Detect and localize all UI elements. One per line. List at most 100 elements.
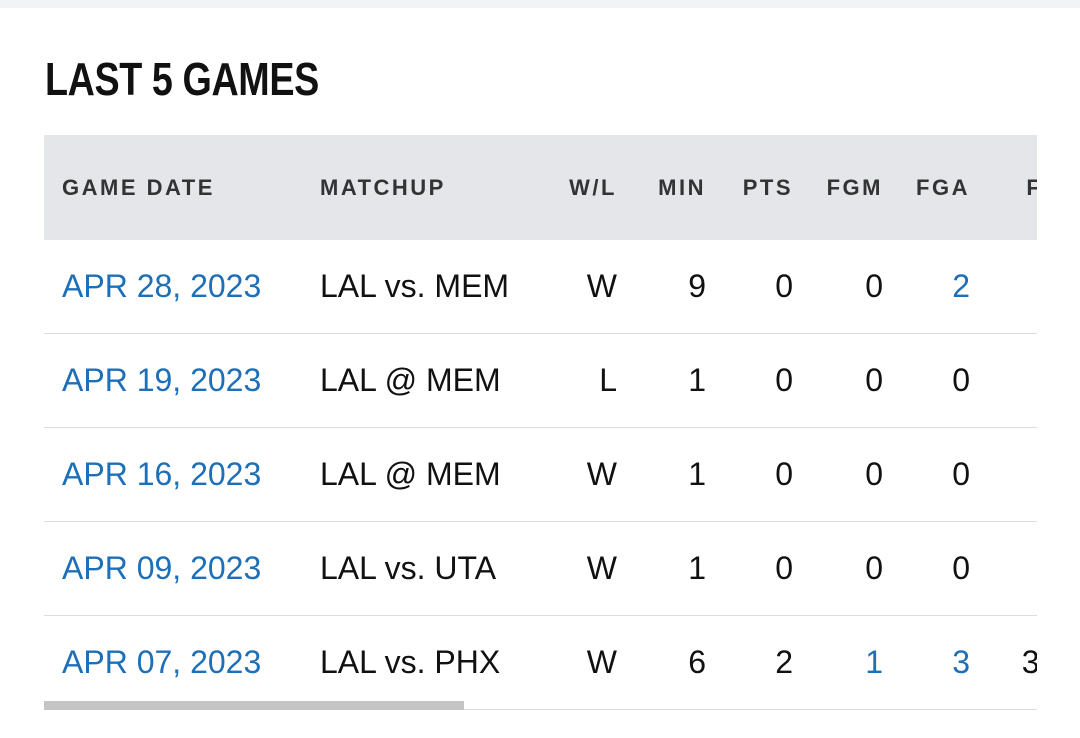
- cell-link[interactable]: APR 28, 2023: [62, 268, 262, 304]
- header-text: MIN: [658, 174, 706, 200]
- cell: 0: [793, 333, 883, 428]
- cell-text: LAL vs. UTA: [320, 550, 497, 586]
- cell: APR 07, 2023: [44, 615, 320, 710]
- cell-text: 0: [952, 456, 970, 492]
- section-title: LAST 5 GAMES: [45, 53, 319, 105]
- cell: 1: [620, 333, 706, 428]
- cell-text: 33.3: [1021, 644, 1037, 680]
- cell: L: [540, 333, 620, 428]
- column-header: MIN: [620, 135, 706, 240]
- cell: 3: [883, 615, 970, 710]
- cell: APR 19, 2023: [44, 333, 320, 428]
- header-text: W/L: [569, 174, 617, 200]
- column-header: FGM: [793, 135, 883, 240]
- cell: LAL vs. PHX: [320, 615, 540, 710]
- header-text: PTS: [742, 174, 793, 200]
- cell: 0: [706, 521, 793, 616]
- cell-text: LAL vs. PHX: [320, 644, 501, 680]
- cell-link[interactable]: 2: [952, 268, 970, 304]
- cell: 0: [793, 240, 883, 334]
- cell: LAL vs. MEM: [320, 240, 540, 334]
- header-text: FG%: [1026, 174, 1037, 200]
- cell: W: [540, 427, 620, 522]
- cell: APR 09, 2023: [44, 521, 320, 616]
- cell-link[interactable]: APR 07, 2023: [62, 644, 262, 680]
- cell: 2: [883, 240, 970, 334]
- scroll-track: [44, 709, 1037, 710]
- cell-link[interactable]: 3: [952, 644, 970, 680]
- cell: 0: [883, 521, 970, 616]
- cell: 2: [706, 615, 793, 710]
- scrollbar[interactable]: [44, 701, 464, 710]
- cell-text: 0: [865, 362, 883, 398]
- cell: 0.0: [970, 427, 1037, 522]
- header-text: FGM: [826, 174, 883, 200]
- table-scroll: GAME DATE MATCHUP W/L MIN PTS FGM FGA FG% APR 2…: [44, 135, 1037, 715]
- cell: 9: [620, 240, 706, 334]
- cell: 33.3: [970, 615, 1037, 710]
- cell-text: 1: [688, 456, 706, 492]
- cell-text: 1: [688, 362, 706, 398]
- header-text: GAME DATE: [62, 174, 215, 200]
- cell: W: [540, 521, 620, 616]
- stats-table: GAME DATE MATCHUP W/L MIN PTS FGM FGA FG% APR 2…: [44, 135, 1037, 710]
- cell: LAL @ MEM: [320, 427, 540, 522]
- cell-text: 0: [775, 362, 793, 398]
- cell: 0: [793, 521, 883, 616]
- cell: 6: [620, 615, 706, 710]
- cell-text: L: [599, 362, 617, 398]
- cell: 0.0: [970, 521, 1037, 616]
- cell-text: 1: [688, 550, 706, 586]
- cell: 0: [706, 333, 793, 428]
- cell-text: W: [586, 550, 617, 586]
- cell: 0.0: [970, 240, 1037, 334]
- cell: APR 28, 2023: [44, 240, 320, 334]
- column-header: MATCHUP: [320, 135, 540, 240]
- cell-text: 0: [865, 456, 883, 492]
- column-header: FG%: [970, 135, 1037, 240]
- column-header: GAME DATE: [44, 135, 320, 240]
- cell-text: LAL @ MEM: [320, 362, 501, 398]
- cell: 0: [883, 427, 970, 522]
- cell: 1: [620, 427, 706, 522]
- column-header: PTS: [706, 135, 793, 240]
- cell-text: 0: [952, 362, 970, 398]
- column-header: FGA: [883, 135, 970, 240]
- cell: 0: [706, 240, 793, 334]
- cell-link[interactable]: APR 16, 2023: [62, 456, 262, 492]
- cell: 1: [793, 615, 883, 710]
- cell-text: 9: [688, 268, 706, 304]
- cell-text: 0: [865, 268, 883, 304]
- game-row: APR 28, 2023 LAL vs. MEM W 9 0 0 20.0: [44, 240, 1037, 334]
- cell-text: W: [586, 644, 617, 680]
- cell-text: 0: [952, 550, 970, 586]
- cell-link[interactable]: APR 19, 2023: [62, 362, 262, 398]
- cell-text: 0: [775, 456, 793, 492]
- cell-text: 2: [775, 644, 793, 680]
- cell: 0.0: [970, 333, 1037, 428]
- cell: 0: [706, 427, 793, 522]
- cell-link[interactable]: APR 09, 2023: [62, 550, 262, 586]
- cell: LAL @ MEM: [320, 333, 540, 428]
- cell: LAL vs. UTA: [320, 521, 540, 616]
- game-row: APR 07, 2023 LAL vs. PHX W 6 2 1 3 33.3: [44, 615, 1037, 710]
- cell-text: 6: [688, 644, 706, 680]
- cell-text: 0: [775, 550, 793, 586]
- cell: APR 16, 2023: [44, 427, 320, 522]
- column-header: W/L: [540, 135, 620, 240]
- cell-text: LAL vs. MEM: [320, 268, 510, 304]
- cell: W: [540, 615, 620, 710]
- cell: 0: [793, 427, 883, 522]
- header-text: MATCHUP: [320, 174, 446, 200]
- cell: W: [540, 240, 620, 334]
- cell-text: W: [586, 268, 617, 304]
- cell-link[interactable]: 1: [865, 644, 883, 680]
- cell-text: LAL @ MEM: [320, 456, 501, 492]
- cell: 0: [883, 333, 970, 428]
- cell-text: W: [586, 456, 617, 492]
- cell: 1: [620, 521, 706, 616]
